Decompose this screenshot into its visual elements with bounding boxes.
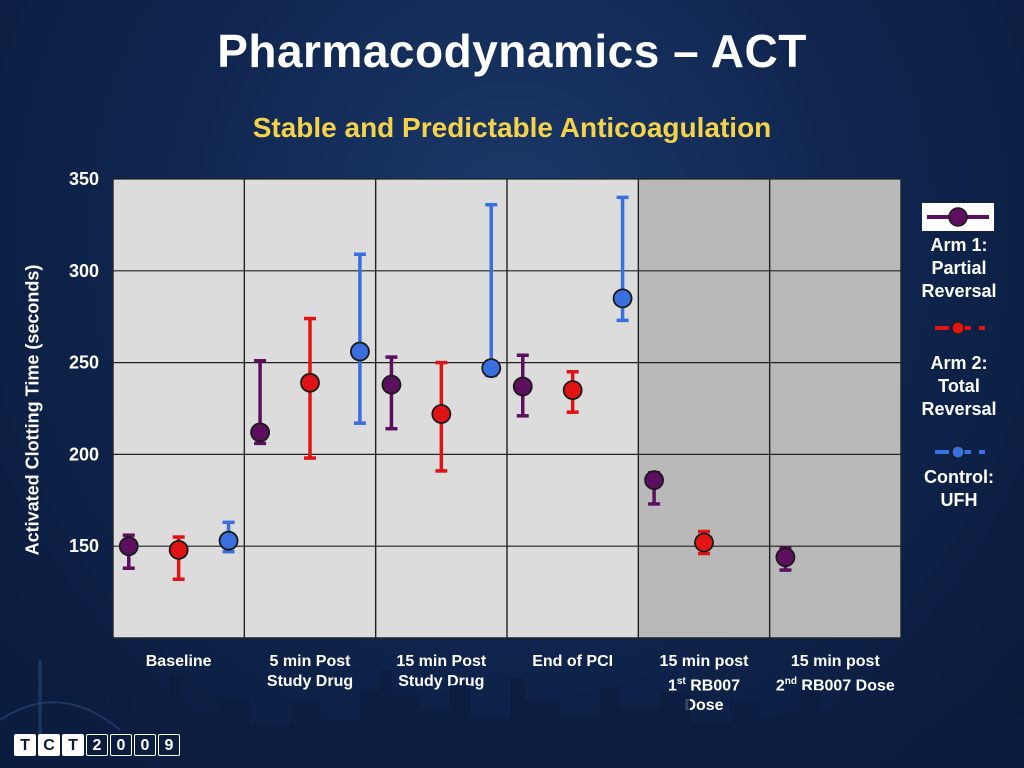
legend-line: Total [938, 376, 980, 396]
data-point [168, 539, 189, 560]
category-background [638, 179, 770, 638]
legend-marker-icon [951, 445, 965, 459]
logo-letter: 0 [134, 734, 156, 756]
legend-line: Partial [931, 258, 987, 278]
y-tick-label: 250 [69, 353, 99, 373]
legend-line: Arm 1: [930, 235, 988, 255]
logo-letter: 0 [110, 734, 132, 756]
logo-letter: T [14, 734, 36, 756]
tct-2009-logo: T C T 2 0 0 9 [14, 734, 180, 758]
data-point [694, 532, 714, 553]
data-point [562, 380, 583, 401]
legend-label-control: Control: UFH [904, 466, 1014, 512]
x-category-label: 5 min Post Study Drug [266, 653, 354, 690]
x-category-label: Baseline [145, 653, 212, 670]
data-point [118, 536, 139, 557]
legend-line: Reversal [921, 399, 997, 419]
logo-letter: T [62, 734, 84, 756]
data-point [250, 422, 270, 443]
y-tick-label: 350 [69, 169, 99, 189]
data-point [512, 376, 533, 397]
data-point [300, 372, 320, 393]
data-point [381, 374, 402, 395]
legend-line: Arm 2: [930, 353, 988, 373]
legend-line: Control: [924, 467, 994, 487]
x-category-label: 15 min post 1st RB007 Dose [659, 653, 749, 715]
legend-line: UFH [940, 490, 978, 510]
logo-letter: C [38, 734, 60, 756]
x-category-label: End of PCI [532, 653, 614, 670]
legend-marker-icon [951, 321, 965, 335]
legend-label-arm2: Arm 2: Total Reversal [904, 352, 1014, 421]
legend-line: Reversal [921, 281, 997, 301]
logo-letter: 9 [158, 734, 180, 756]
data-point [350, 341, 370, 362]
data-point [612, 288, 633, 309]
slide-title: Pharmacodynamics – ACT [217, 25, 807, 77]
legend-marker-icon [948, 207, 968, 227]
data-point [775, 547, 796, 568]
logo-letter: 2 [86, 734, 108, 756]
y-tick-label: 300 [69, 261, 99, 281]
city-skyline-decoration [0, 660, 1024, 768]
data-point [218, 530, 239, 551]
x-category-label: 15 min post 2nd RB007 Dose [775, 653, 895, 695]
y-tick-label: 200 [69, 444, 99, 464]
y-tick-label: 150 [69, 536, 99, 556]
slide-subtitle: Stable and Predictable Anticoagulation [252, 112, 772, 143]
data-point [481, 358, 502, 379]
data-point [644, 470, 664, 491]
legend-label-arm1: Arm 1: Partial Reversal [904, 234, 1014, 303]
data-point [431, 404, 452, 424]
